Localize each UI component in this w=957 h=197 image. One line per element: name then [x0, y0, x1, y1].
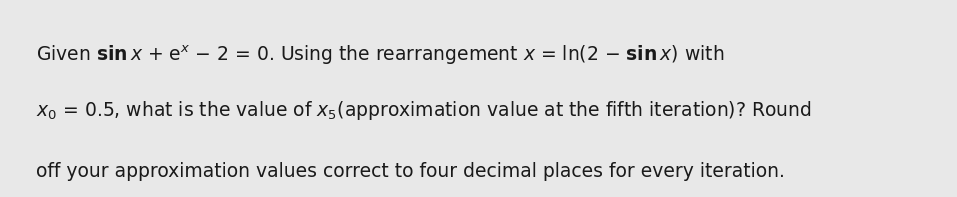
- Text: off your approximation values correct to four decimal places for every iteration: off your approximation values correct to…: [36, 162, 786, 181]
- Text: Given $\mathbf{sin}\,\mathit{x}$ + e$^{\mathit{x}}$ $-$ 2 = 0. Using the rearran: Given $\mathbf{sin}\,\mathit{x}$ + e$^{\…: [36, 44, 724, 67]
- Text: $\mathit{x}_0$ = 0.5, what is the value of $\mathit{x}_5$(approximation value at: $\mathit{x}_0$ = 0.5, what is the value …: [36, 99, 812, 122]
